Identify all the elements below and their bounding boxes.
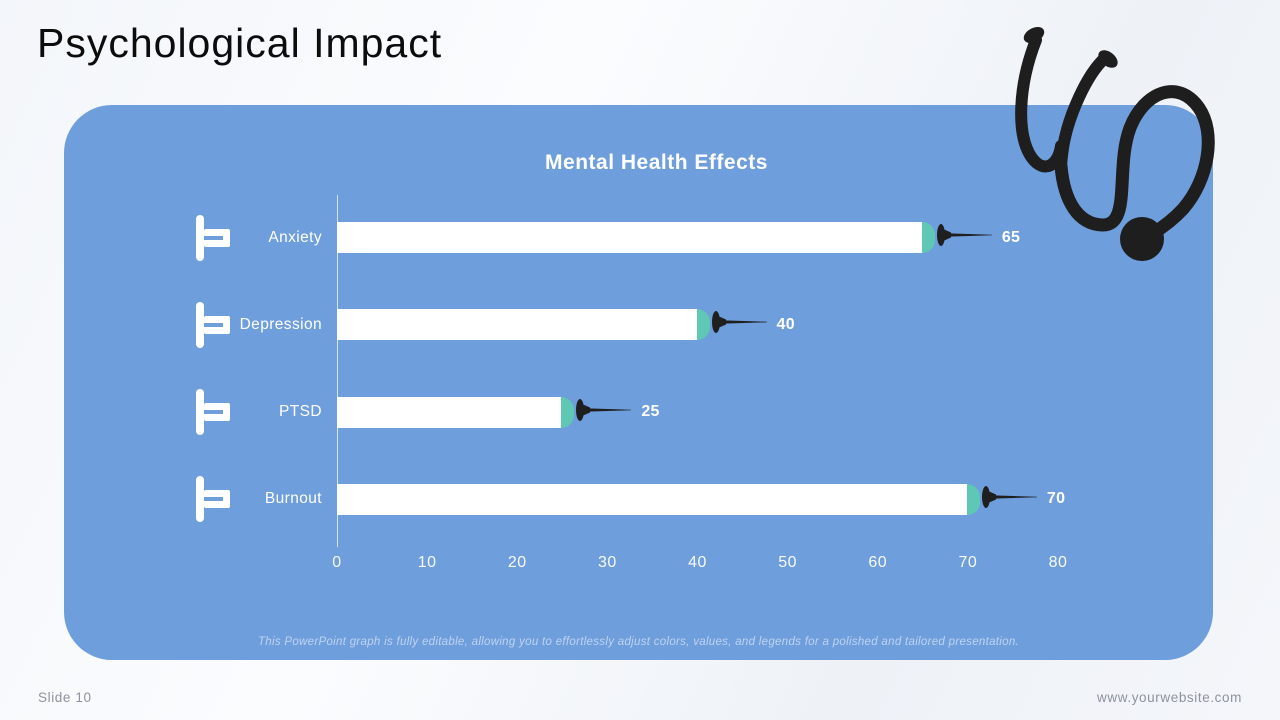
x-axis-tick-label: 70 bbox=[958, 554, 978, 571]
category-label: PTSD bbox=[279, 403, 322, 421]
syringe-needle-icon bbox=[981, 481, 1039, 518]
page-title: Psychological Impact bbox=[37, 20, 443, 66]
x-axis-tick-label: 50 bbox=[778, 554, 798, 571]
slide-number: Slide 10 bbox=[38, 690, 92, 705]
x-axis-tick-label: 60 bbox=[868, 554, 888, 571]
category-label: Burnout bbox=[264, 490, 322, 508]
bar-group: 65 bbox=[337, 222, 1020, 254]
bar-group: 40 bbox=[337, 309, 795, 341]
value-label: 70 bbox=[1046, 490, 1066, 508]
stethoscope-icon bbox=[1015, 26, 1215, 261]
chart-bar-row: Anxiety 65 bbox=[64, 214, 1213, 261]
bar bbox=[337, 483, 968, 515]
panel-note: This PowerPoint graph is fully editable,… bbox=[257, 636, 1020, 648]
chart-bar-row: PTSD 25 bbox=[64, 389, 1213, 436]
y-axis-line bbox=[337, 195, 338, 547]
syringe-plunger-icon bbox=[196, 301, 232, 348]
chart-bar-row: Burnout 70 bbox=[64, 476, 1213, 523]
chart-title: Mental Health Effects bbox=[545, 151, 768, 174]
bar bbox=[337, 396, 563, 428]
x-axis-tick-label: 0 bbox=[332, 554, 342, 571]
syringe-needle-icon bbox=[936, 219, 994, 256]
syringe-plunger-icon bbox=[196, 214, 232, 261]
x-axis-tick-label: 30 bbox=[597, 554, 617, 571]
x-axis-tick-label: 20 bbox=[507, 554, 527, 571]
syringe-needle-icon bbox=[711, 306, 769, 343]
bar bbox=[337, 309, 698, 341]
x-axis-tick-label: 40 bbox=[688, 554, 707, 571]
syringe-plunger-icon bbox=[196, 389, 232, 436]
syringe-needle-icon bbox=[575, 394, 633, 431]
bar-cap bbox=[921, 222, 935, 253]
website-link: www.yourwebsite.com bbox=[1097, 690, 1242, 705]
chart-panel: Mental Health Effects Anxiety 65 Depressio… bbox=[64, 105, 1213, 660]
bar-cap bbox=[696, 309, 710, 341]
category-label: Depression bbox=[239, 315, 322, 333]
syringe-plunger-icon bbox=[196, 476, 232, 523]
bar-group: 25 bbox=[337, 396, 660, 428]
x-axis-tick-label: 80 bbox=[1048, 554, 1068, 571]
value-label: 40 bbox=[776, 315, 795, 333]
category-label: Anxiety bbox=[268, 228, 322, 246]
bar-cap bbox=[561, 396, 575, 428]
bar bbox=[337, 222, 923, 253]
x-axis-tick-label: 10 bbox=[417, 554, 437, 571]
value-label: 25 bbox=[641, 403, 660, 421]
value-label: 65 bbox=[1001, 228, 1021, 246]
bar-group: 70 bbox=[337, 483, 1065, 515]
bar-cap bbox=[966, 483, 980, 515]
chart-bar-row: Depression 40 bbox=[64, 301, 1213, 348]
